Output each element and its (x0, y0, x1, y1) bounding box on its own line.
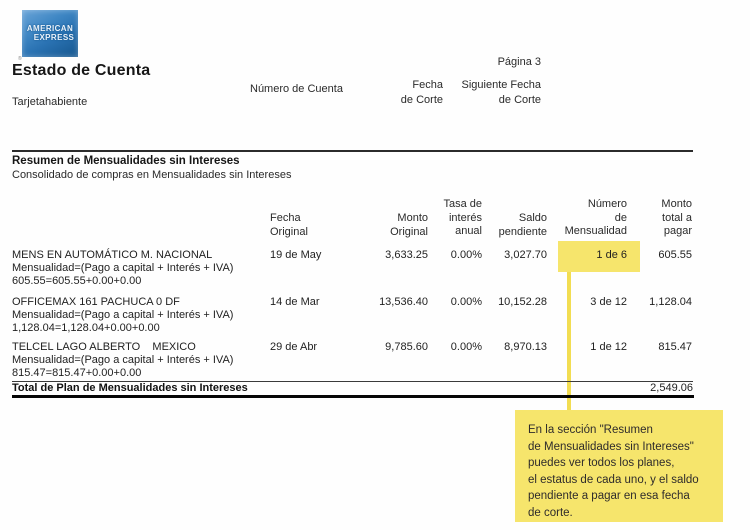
statement-title: Estado de Cuenta (12, 62, 151, 79)
cell-monto-total: 605.55 (658, 249, 692, 261)
cell-numero-mensualidad: 1 de 12 (590, 341, 627, 353)
next-cut-date-line1: Siguiente Fecha (461, 79, 542, 91)
column-header-numero-mensualidad: Número de Mensualidad (564, 198, 627, 237)
amex-logo-text-line1: AMERICAN (26, 24, 74, 33)
cell-monto-total: 1,128.04 (649, 296, 692, 308)
callout-text-line: pendiente a pagar en esa fecha (528, 490, 690, 502)
cut-date-header: Fecha de Corte (370, 78, 443, 108)
page-number: Página 3 (497, 56, 541, 68)
cell-monto-total: 815.47 (658, 341, 692, 353)
cell-saldo-pendiente: 8,970.13 (504, 341, 547, 353)
callout-text-line: de corte. (528, 506, 573, 519)
next-cut-date-line2: de Corte (498, 94, 541, 106)
cell-saldo-pendiente: 10,152.28 (498, 296, 547, 308)
cell-fecha-original: 19 de May (270, 249, 322, 261)
formula-label: Mensualidad=(Pago a capital + Interés + … (12, 309, 234, 321)
column-header-saldo-pendiente: Saldo pendiente (498, 212, 547, 238)
formula-values: 1,128.04=1,128.04+0.00+0.00 (12, 322, 160, 334)
cell-tasa: 0.00% (450, 341, 482, 353)
cell-tasa: 0.00% (450, 249, 482, 261)
next-cut-date-header: Siguiente Fecha de Corte (448, 78, 542, 108)
cell-saldo-pendiente: 3,027.70 (504, 249, 547, 261)
total-row-top-rule (12, 381, 693, 382)
formula-values: 605.55=605.55+0.00+0.00 (12, 275, 142, 287)
section-divider (12, 150, 693, 152)
column-header-tasa-interes: Tasa de interés anual (443, 198, 482, 237)
cardholder-label: Tarjetahabiente (12, 96, 88, 108)
column-header-fecha-original: Fecha Original (270, 212, 308, 238)
section-subtitle: Consolidado de compras en Mensualidades … (12, 169, 292, 181)
formula-label: Mensualidad=(Pago a capital + Interés + … (12, 354, 234, 366)
callout-text-line: En la sección "Resumen (528, 424, 653, 436)
total-label: Total de Plan de Mensualidades sin Inter… (12, 382, 248, 394)
plan-name: OFFICEMAX 161 PACHUCA 0 DF (12, 296, 180, 308)
plan-description-block: MENS EN AUTOMÁTICO M. NACIONAL Mensualid… (12, 249, 272, 288)
column-header-monto-total: Monto total a pagar (661, 198, 692, 237)
registered-trademark-mark: ® (18, 56, 22, 62)
cell-monto-original: 3,633.25 (385, 249, 428, 261)
cut-date-line2: de Corte (400, 94, 443, 106)
cut-date-line1: Fecha (412, 79, 443, 91)
callout-text-line: de Mensualidades sin Intereses" (528, 440, 694, 453)
total-value: 2,549.06 (650, 382, 693, 394)
column-header-monto-original: Monto Original (390, 212, 428, 238)
callout-text-line: el estatus de cada uno, y el saldo (528, 473, 699, 486)
formula-values: 815.47=815.47+0.00+0.00 (12, 367, 142, 379)
account-number-label: Número de Cuenta (250, 83, 343, 95)
cell-fecha-original: 29 de Abr (270, 341, 318, 353)
formula-label: Mensualidad=(Pago a capital + Interés + … (12, 262, 234, 274)
connector-line (567, 272, 571, 412)
section-title: Resumen de Mensualidades sin Intereses (12, 155, 240, 167)
callout-text-line: puedes ver todos los planes, (528, 457, 675, 469)
highlight-box (558, 241, 640, 272)
plan-description-block: OFFICEMAX 161 PACHUCA 0 DF Mensualidad=(… (12, 296, 272, 335)
amex-logo: AMERICAN EXPRESS (22, 10, 78, 57)
cell-numero-mensualidad: 1 de 6 (596, 249, 627, 261)
cell-monto-original: 9,785.60 (385, 341, 428, 353)
cell-monto-original: 13,536.40 (379, 296, 428, 308)
amex-logo-text-line2: EXPRESS (33, 32, 75, 42)
callout-box: En la sección "Resumen de Mensualidades … (515, 410, 723, 522)
cell-numero-mensualidad: 3 de 12 (590, 296, 627, 308)
cell-tasa: 0.00% (450, 296, 482, 308)
plan-name: MENS EN AUTOMÁTICO M. NACIONAL (12, 249, 213, 261)
plan-name: TELCEL LAGO ALBERTO MEXICO (12, 341, 196, 353)
cell-fecha-original: 14 de Mar (270, 296, 320, 308)
plan-description-block: TELCEL LAGO ALBERTO MEXICO Mensualidad=(… (12, 341, 272, 380)
total-row-bottom-rule (12, 395, 694, 398)
